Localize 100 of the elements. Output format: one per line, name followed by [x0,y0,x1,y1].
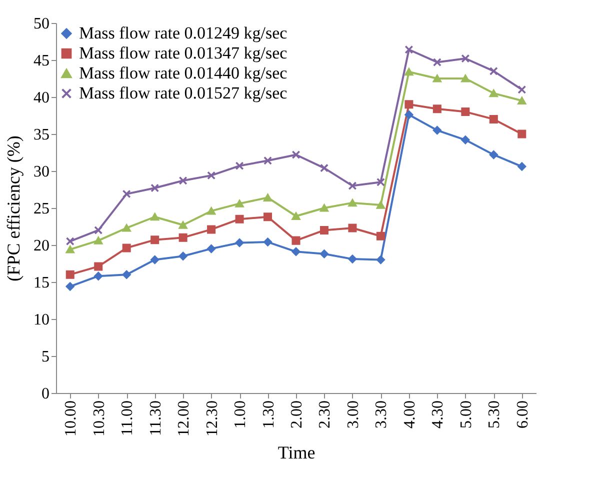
point [320,164,328,172]
point [207,244,216,253]
point [348,182,357,190]
x-tick-label: 1.30 [260,400,278,428]
point [150,213,160,221]
point [94,262,103,271]
point [178,252,188,260]
point [66,237,74,246]
point [461,108,470,116]
point [404,45,414,54]
x-tick-label: 5.30 [486,400,504,428]
y-tick-label: 5 [42,348,50,366]
x-tick-label: 4.30 [430,400,447,428]
y-tick-label: 10 [34,312,50,328]
point [150,236,160,244]
point [207,207,216,215]
x-tick-label: 11.30 [147,400,164,436]
point [461,74,470,82]
point [376,232,385,240]
point [376,201,385,209]
y-tick-label: 15 [34,274,50,292]
point [320,226,328,234]
x-tick-label: 4.00 [401,400,418,428]
x-tick-label: 3.00 [344,400,362,428]
point [489,66,498,76]
point [348,254,357,264]
x-tick-label: 10.00 [62,400,80,436]
point [404,110,414,120]
x-tick-label: 3.30 [373,400,390,428]
point [518,85,526,94]
point [66,246,74,254]
legend-label: Mass flow rate 0.01347 kg/sec [79,44,288,62]
point [66,270,74,279]
y-tick-label: 50 [34,16,50,32]
point [207,225,216,234]
legend-label: Mass flow rate 0.01440 kg/sec [79,64,288,82]
point [292,236,300,245]
point [489,114,498,124]
point [376,178,385,186]
y-tick-label: 45 [34,52,50,70]
point [432,74,442,82]
point [150,184,160,192]
point [122,190,131,198]
point [94,272,103,280]
point [235,238,244,248]
x-axis-title: Time [278,442,316,462]
point [461,136,470,144]
point [461,54,470,63]
point [122,270,131,279]
x-tick-label: 11.00 [119,400,136,436]
point [264,194,272,202]
point [489,89,498,98]
point [150,256,160,264]
x-tick-label: 2.30 [316,400,334,428]
point [432,58,442,66]
point [404,68,414,76]
y-tick-label: 0 [42,386,50,402]
point [292,212,300,220]
point [348,199,357,207]
point [518,130,526,138]
point [518,162,526,171]
point [235,214,244,224]
point [94,236,103,244]
x-tick-label: 1.00 [232,400,250,428]
x-tick-label: 6.00 [514,400,532,428]
y-axis-title: (FPC efficiency (%) [4,136,24,282]
x-tick-label: 2.00 [288,400,306,428]
point [235,162,244,170]
point [432,126,442,135]
point [178,176,188,185]
point [94,226,103,234]
point [320,250,328,258]
point [348,224,357,232]
point [320,204,328,212]
point [207,171,216,180]
point [376,256,385,264]
point [66,282,74,291]
point [404,100,414,109]
y-tick-label: 25 [34,200,50,218]
point [432,104,442,114]
point [264,238,272,246]
x-tick-label: 12.00 [176,400,193,436]
y-tick-label: 30 [34,164,50,180]
point [264,212,272,222]
point [178,233,188,242]
x-tick-label: 5.00 [458,400,475,428]
point [122,244,131,252]
y-tick-label: 20 [34,238,50,254]
y-tick-label: 35 [34,126,50,144]
point [264,156,272,165]
point [292,247,300,256]
point [178,221,188,229]
point [235,200,244,208]
point [518,96,526,105]
point [292,150,300,159]
x-tick-label: 10.30 [90,400,108,436]
point [122,224,131,232]
point [489,150,498,159]
x-tick-label: 12.30 [204,400,221,436]
legend-label: Mass flow rate 0.01527 kg/sec [79,84,288,102]
